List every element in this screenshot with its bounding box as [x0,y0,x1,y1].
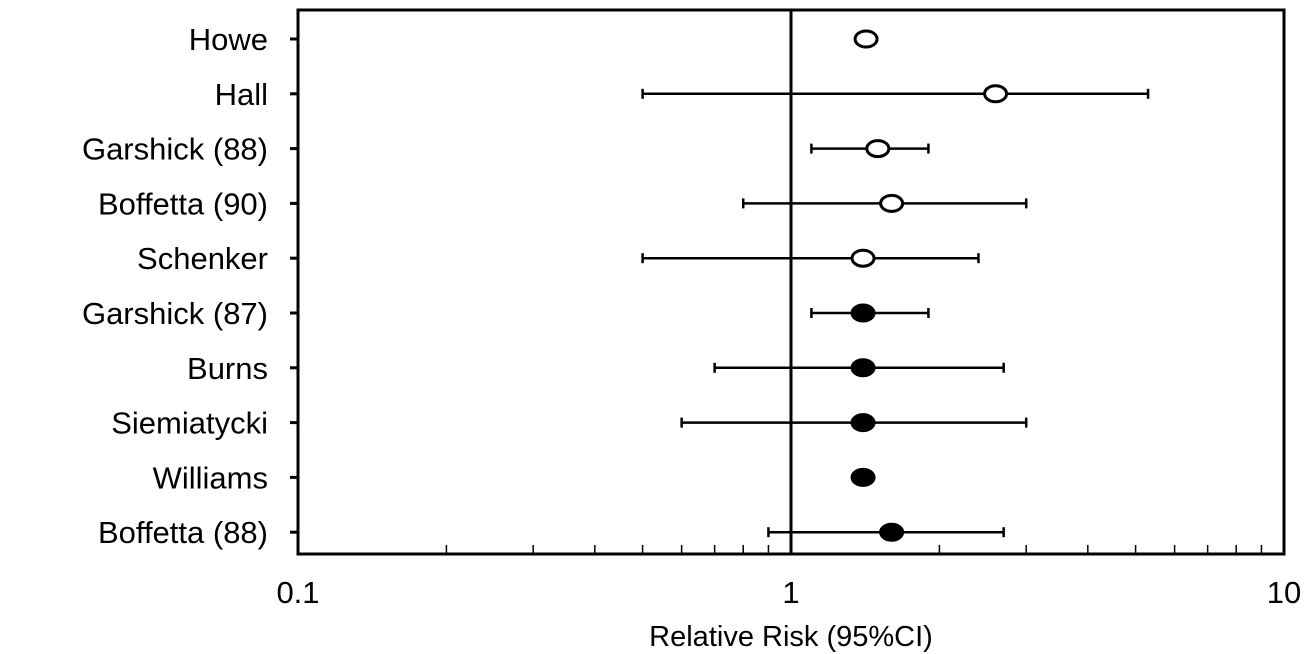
x-tick-label: 10 [1267,575,1301,610]
x-tick-label: 0.1 [276,575,319,610]
study-label: Garshick (88) [82,132,268,167]
point-estimate-filled [850,358,876,378]
study-label: Howe [189,22,268,57]
point-estimate-open [879,193,905,213]
study-label: Hall [215,77,268,112]
study-label: Boffetta (90) [98,186,268,221]
study-label: Burns [187,351,268,386]
study-label: Williams [153,460,268,495]
study-label: Garshick (87) [82,296,268,331]
point-estimate-filled [850,303,876,323]
study-label: Boffetta (88) [98,515,268,550]
point-estimate-filled [850,467,876,487]
x-axis-title: Relative Risk (95%CI) [649,621,933,653]
point-estimate-filled [879,522,905,542]
study-label: Siemiatycki [111,406,268,441]
point-estimate-open [850,248,876,268]
point-estimate-filled [850,413,876,433]
point-estimate-open [983,84,1009,104]
point-estimate-open [853,29,879,49]
x-axis: 0.1 1 10 [276,538,1301,610]
point-estimate-open [865,139,891,159]
study-rows: Howe Hall Garshick (88) Boffetta (90) Schenk… [82,22,1150,550]
study-label: Schenker [137,241,268,276]
x-tick-label: 1 [782,575,799,610]
